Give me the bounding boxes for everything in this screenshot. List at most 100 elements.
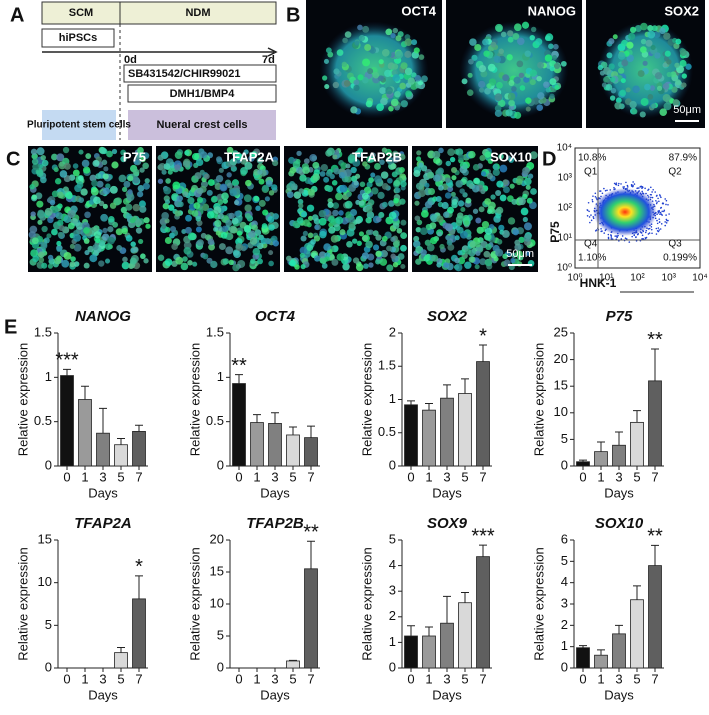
cell bbox=[372, 71, 380, 79]
cell bbox=[332, 209, 339, 217]
cell bbox=[340, 162, 348, 170]
error-bar bbox=[117, 647, 125, 653]
cell bbox=[454, 257, 461, 264]
cell bbox=[244, 161, 253, 170]
bar bbox=[476, 556, 490, 669]
event bbox=[659, 228, 662, 230]
event bbox=[632, 185, 634, 187]
y-tick-label: 0 bbox=[389, 659, 396, 674]
cell bbox=[537, 61, 545, 69]
cell bbox=[549, 93, 555, 99]
cell bbox=[430, 214, 439, 223]
cell bbox=[164, 199, 171, 205]
error-bar bbox=[579, 459, 587, 462]
x-tick-label: 10⁴ bbox=[692, 273, 707, 284]
cell bbox=[438, 184, 444, 191]
cell bbox=[127, 189, 133, 195]
cell bbox=[346, 191, 352, 198]
cell bbox=[312, 161, 320, 169]
cell bbox=[664, 50, 671, 57]
cell bbox=[467, 72, 473, 78]
y-tick-label: 2 bbox=[561, 617, 568, 632]
significance: *** bbox=[55, 350, 79, 372]
cell bbox=[662, 93, 671, 102]
treatment-box bbox=[123, 64, 277, 83]
cell bbox=[99, 147, 107, 155]
cell bbox=[415, 182, 424, 190]
y-axis-label: Relative expression bbox=[531, 343, 546, 456]
cell bbox=[484, 151, 491, 158]
event bbox=[595, 197, 598, 199]
cell bbox=[200, 151, 208, 159]
y-tick-label: 20 bbox=[554, 351, 568, 366]
event bbox=[651, 191, 653, 193]
cell bbox=[400, 263, 406, 270]
x-tick-label: 0 bbox=[407, 671, 414, 686]
cell bbox=[366, 181, 373, 188]
event bbox=[626, 186, 629, 188]
bar bbox=[304, 568, 318, 669]
cell bbox=[333, 68, 340, 75]
cell bbox=[36, 200, 44, 208]
cell bbox=[379, 87, 387, 95]
cell bbox=[649, 85, 656, 91]
cell bbox=[508, 157, 515, 163]
bar bbox=[630, 421, 644, 467]
cell bbox=[161, 212, 169, 220]
cell bbox=[226, 146, 234, 154]
cell bbox=[615, 97, 622, 104]
cell bbox=[663, 102, 672, 111]
bar bbox=[612, 633, 626, 669]
bar bbox=[78, 399, 92, 467]
cell bbox=[243, 149, 249, 155]
cell bbox=[512, 33, 520, 40]
cell bbox=[103, 166, 109, 172]
cell bbox=[526, 197, 533, 204]
cell bbox=[362, 161, 368, 167]
cell bbox=[174, 210, 181, 217]
cell bbox=[43, 237, 50, 244]
bar bbox=[630, 599, 644, 669]
cell bbox=[666, 59, 672, 65]
x-tick-label: 10³ bbox=[662, 273, 677, 284]
cell bbox=[358, 34, 366, 42]
cell bbox=[454, 235, 460, 241]
cell bbox=[508, 99, 515, 107]
cell bbox=[390, 253, 396, 260]
cell bbox=[679, 59, 687, 67]
x-tick-label: 7 bbox=[307, 469, 314, 484]
chart-title: TFAP2A bbox=[74, 515, 132, 532]
cell bbox=[187, 197, 195, 205]
event bbox=[625, 238, 628, 240]
cell bbox=[195, 216, 202, 222]
cell bbox=[38, 251, 45, 259]
y-tick-label: 0 bbox=[389, 457, 396, 472]
cell bbox=[473, 177, 480, 184]
cell bbox=[73, 243, 82, 252]
event bbox=[660, 223, 663, 225]
cell bbox=[89, 174, 97, 182]
cell bbox=[357, 24, 363, 31]
cell bbox=[640, 46, 647, 53]
cell bbox=[413, 47, 420, 54]
stain-label: TFAP2A bbox=[224, 149, 274, 164]
cell bbox=[411, 72, 417, 78]
y-tick-label: 10² bbox=[558, 203, 573, 214]
cell bbox=[314, 224, 320, 230]
cell bbox=[468, 58, 474, 65]
x-tick-label: 1 bbox=[253, 469, 260, 484]
error-bar bbox=[307, 540, 315, 569]
cell bbox=[319, 230, 327, 239]
cell bbox=[399, 82, 407, 90]
day-label: 0d bbox=[124, 54, 137, 66]
cell bbox=[529, 34, 535, 41]
cell bbox=[167, 169, 173, 175]
cell bbox=[545, 87, 551, 93]
cell bbox=[31, 158, 39, 165]
cell bbox=[345, 163, 351, 169]
cell bbox=[326, 147, 335, 156]
cell bbox=[474, 241, 481, 248]
y-axis-label: Relative expression bbox=[187, 343, 202, 456]
cell bbox=[371, 187, 379, 195]
cell bbox=[523, 76, 530, 83]
